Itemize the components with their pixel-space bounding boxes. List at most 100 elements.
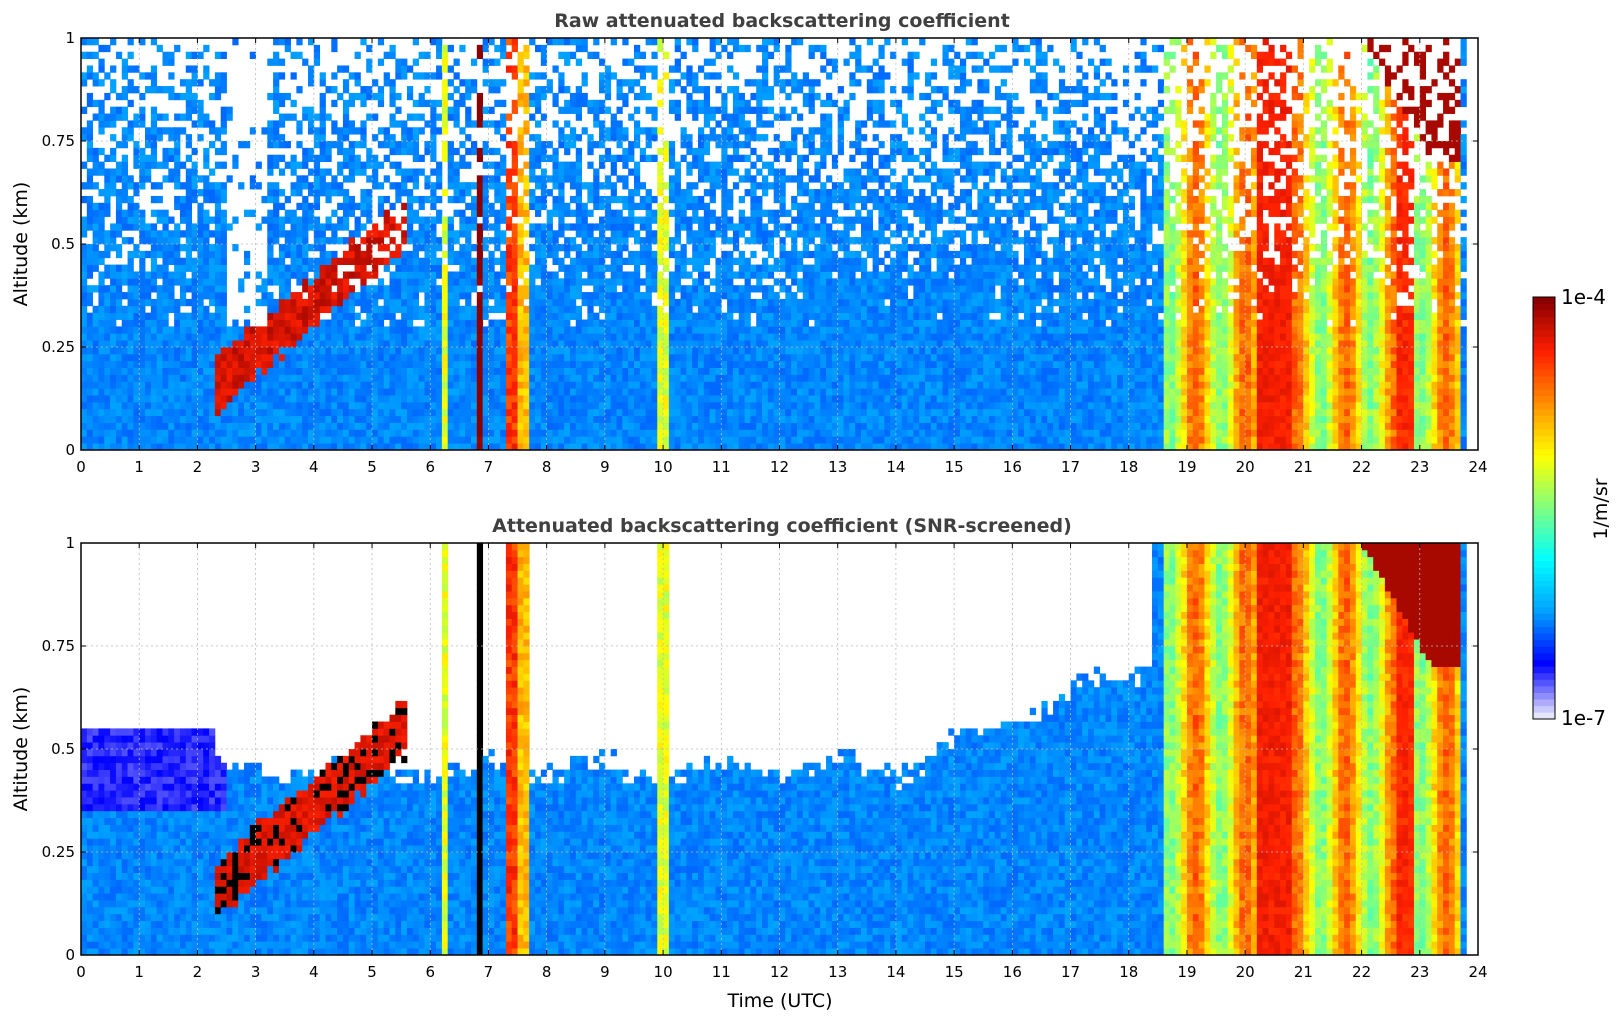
heatmap-cell	[482, 44, 489, 53]
heatmap-cell	[645, 141, 652, 149]
heatmap-cell	[668, 422, 676, 430]
heatmap-cell	[133, 401, 140, 410]
heatmap-cell	[104, 92, 111, 101]
heatmap-cell	[360, 395, 367, 403]
heatmap-cell	[81, 79, 88, 87]
heatmap-cell	[447, 154, 454, 162]
heatmap-cell	[441, 264, 449, 272]
heatmap-cell	[133, 429, 140, 437]
heatmap-cell	[447, 223, 454, 231]
heatmap-cell	[599, 250, 606, 259]
heatmap-cell	[325, 189, 332, 197]
heatmap-cell	[342, 216, 350, 224]
heatmap-cell	[732, 168, 740, 176]
heatmap-cell	[313, 189, 321, 197]
heatmap-cell	[406, 422, 414, 430]
heatmap-cell	[348, 388, 355, 396]
heatmap-cell	[197, 353, 204, 362]
heatmap-cell	[418, 216, 425, 224]
heatmap-cell	[104, 250, 111, 259]
heatmap-cell	[191, 374, 198, 382]
heatmap-cell	[342, 134, 350, 142]
heatmap-cell	[412, 360, 420, 368]
heatmap-cell	[214, 367, 222, 375]
heatmap-cell	[651, 395, 658, 403]
heatmap-cell	[360, 340, 367, 348]
heatmap-cell	[564, 141, 571, 149]
heatmap-cell	[179, 353, 187, 362]
heatmap-cell	[494, 223, 501, 231]
heatmap-cell	[523, 202, 530, 211]
heatmap-cell	[639, 292, 647, 300]
heatmap-cell	[185, 395, 192, 403]
heatmap-cell	[255, 333, 262, 341]
heatmap-cell	[360, 237, 367, 245]
heatmap-cell	[203, 340, 210, 348]
heatmap-cell	[220, 429, 227, 437]
heatmap-cell	[249, 388, 257, 396]
heatmap-cell	[418, 278, 425, 286]
heatmap-cell	[98, 127, 105, 135]
heatmap-cell	[639, 360, 647, 368]
heatmap-cell	[447, 388, 454, 396]
heatmap-cell	[564, 161, 571, 169]
heatmap-cell	[663, 209, 670, 217]
heatmap-cell	[447, 175, 454, 183]
heatmap-cell	[692, 353, 699, 362]
heatmap-cell	[581, 257, 588, 265]
heatmap-cell	[133, 65, 140, 73]
heatmap-cell	[604, 127, 612, 135]
heatmap-cell	[220, 408, 227, 417]
heatmap-cell	[179, 312, 187, 320]
heatmap-cell	[377, 381, 385, 389]
heatmap-cell	[517, 360, 524, 368]
heatmap-cell	[581, 422, 588, 430]
heatmap-cell	[447, 381, 454, 389]
heatmap-cell	[98, 312, 105, 320]
heatmap-cell	[121, 86, 128, 94]
heatmap-cell	[249, 367, 257, 375]
heatmap-cell	[721, 216, 728, 224]
heatmap-cell	[727, 436, 734, 444]
heatmap-cell	[488, 202, 495, 211]
heatmap-cell	[313, 244, 321, 252]
heatmap-cell	[348, 92, 355, 101]
heatmap-cell	[366, 305, 373, 314]
heatmap-cell	[121, 209, 128, 217]
heatmap-cell	[302, 312, 309, 320]
heatmap-cell	[360, 271, 367, 279]
heatmap-cell	[715, 223, 722, 231]
heatmap-cell	[668, 147, 676, 156]
heatmap-cell	[482, 120, 489, 128]
heatmap-cell	[214, 319, 222, 327]
heatmap-cell	[552, 168, 559, 176]
heatmap-cell	[552, 395, 559, 403]
heatmap-cell	[569, 401, 577, 410]
heatmap-cell	[500, 305, 507, 314]
heatmap-cell	[540, 333, 548, 341]
heatmap-cell	[174, 182, 181, 190]
heatmap-cell	[290, 429, 297, 437]
heatmap-cell	[715, 271, 722, 279]
heatmap-cell	[209, 340, 216, 348]
heatmap-cell	[115, 216, 123, 224]
heatmap-cell	[436, 326, 443, 334]
heatmap-cell	[558, 443, 565, 451]
heatmap-cell	[564, 360, 571, 368]
heatmap-cell	[587, 312, 594, 320]
heatmap-cell	[500, 360, 507, 368]
heatmap-cell	[337, 381, 344, 389]
heatmap-cell	[744, 216, 751, 224]
heatmap-cell	[744, 429, 751, 437]
heatmap-cell	[540, 319, 548, 327]
heatmap-cell	[162, 113, 169, 121]
heatmap-cell	[471, 347, 478, 355]
heatmap-cell	[342, 401, 350, 410]
heatmap-cell	[674, 230, 681, 238]
heatmap-cell	[424, 340, 431, 348]
heatmap-cell	[488, 305, 495, 314]
heatmap-cell	[81, 436, 88, 444]
heatmap-cell	[663, 340, 670, 348]
heatmap-cell	[459, 340, 466, 348]
heatmap-cell	[150, 182, 158, 190]
